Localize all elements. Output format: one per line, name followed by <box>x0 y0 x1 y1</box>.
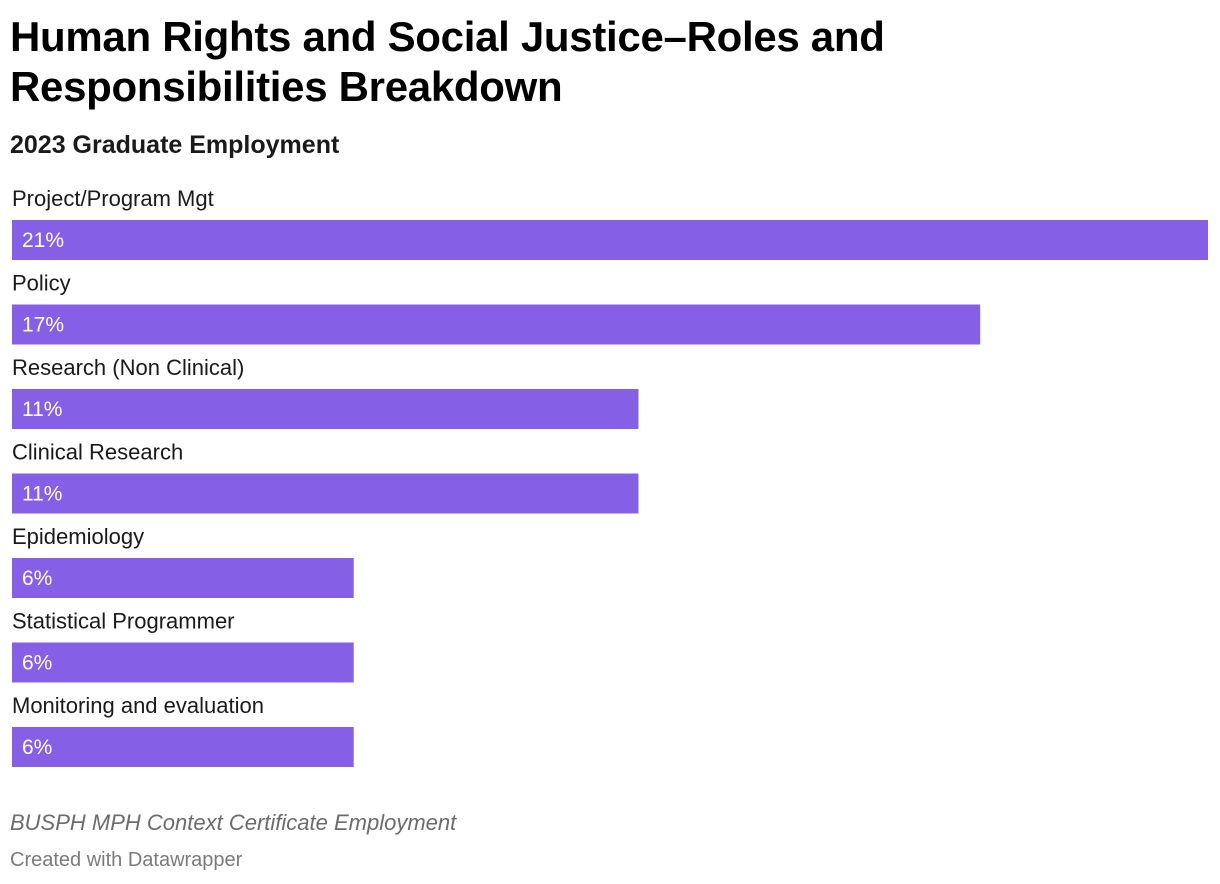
value-label: 6% <box>22 736 52 759</box>
value-label: 21% <box>22 229 64 252</box>
category-label: Policy <box>12 271 71 296</box>
bar <box>12 220 1208 260</box>
chart-notes: BUSPH MPH Context Certificate Employment <box>10 810 457 835</box>
chart-credit: Created with Datawrapper <box>10 849 243 871</box>
category-label: Project/Program Mgt <box>12 186 214 211</box>
category-label: Statistical Programmer <box>12 609 235 634</box>
bar <box>12 558 354 598</box>
category-label: Research (Non Clinical) <box>12 355 244 380</box>
bar <box>12 642 354 683</box>
bar <box>12 389 639 429</box>
category-label: Epidemiology <box>12 524 144 549</box>
category-label: Clinical Research <box>12 440 183 465</box>
chart-subtitle: 2023 Graduate Employment <box>10 131 340 159</box>
value-label: 11% <box>22 483 62 506</box>
value-label: 6% <box>22 567 52 590</box>
bar-chart: Project/Program Mgt 21% Policy 17% Research … <box>12 186 1208 767</box>
category-label: Monitoring and evaluation <box>12 693 264 718</box>
chart-title: Human Rights and Social Justice–Roles an… <box>10 13 885 110</box>
value-label: 11% <box>22 398 62 421</box>
value-label: 17% <box>22 314 64 337</box>
bar <box>12 727 354 767</box>
bar <box>12 473 639 514</box>
bar <box>12 304 981 345</box>
value-label: 6% <box>22 652 52 675</box>
